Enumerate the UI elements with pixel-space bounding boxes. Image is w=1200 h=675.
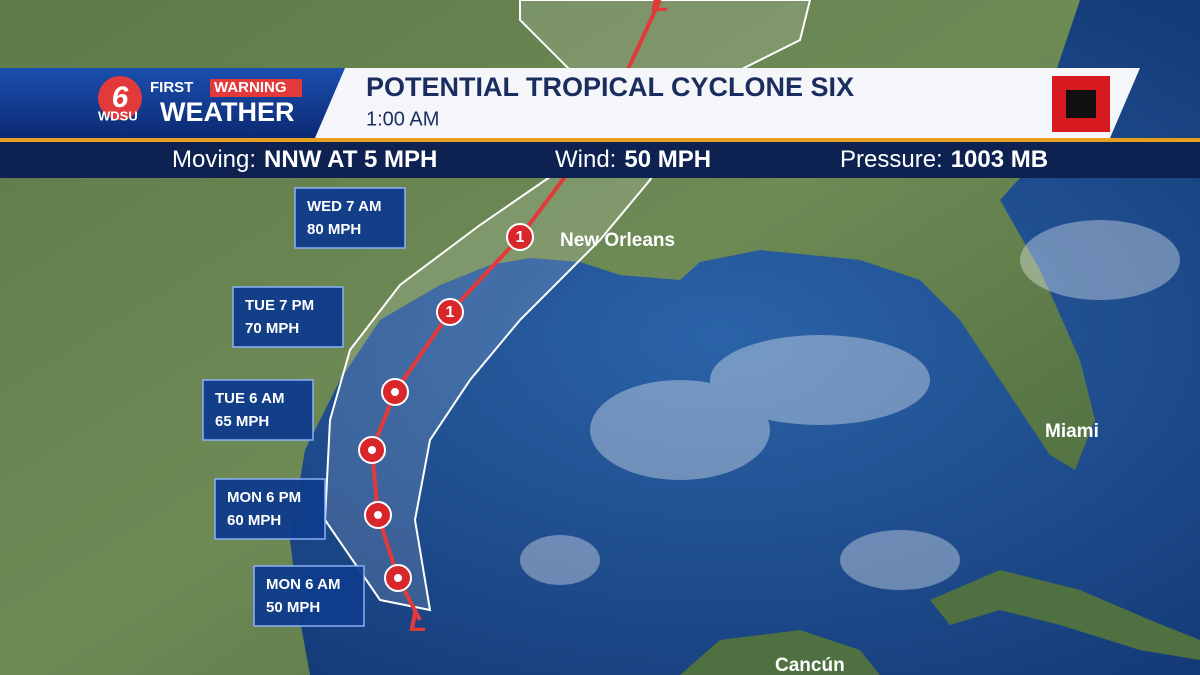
forecast-time: TUE 6 AM bbox=[215, 390, 284, 407]
forecast-wind: 70 MPH bbox=[245, 320, 299, 337]
alert-icon-inner bbox=[1066, 90, 1096, 118]
forecast-time: TUE 7 PM bbox=[245, 297, 314, 314]
stat: Wind: 50 MPH bbox=[555, 146, 711, 173]
logo-first: FIRST bbox=[150, 79, 193, 96]
city-label: Miami bbox=[1045, 421, 1099, 442]
forecast-box bbox=[253, 565, 365, 627]
forecast-box bbox=[232, 286, 344, 348]
stat-label: Wind: bbox=[555, 146, 616, 173]
forecast-wind: 65 MPH bbox=[215, 413, 269, 430]
clouds bbox=[520, 220, 1180, 590]
hurricane-category: 1 bbox=[516, 229, 525, 246]
stats-bar bbox=[0, 142, 1200, 178]
time: 1:00 AM bbox=[366, 108, 439, 130]
storm-eye bbox=[368, 446, 376, 454]
forecast-box bbox=[214, 478, 326, 540]
forecast-time: MON 6 PM bbox=[227, 489, 301, 506]
storm-eye bbox=[391, 388, 399, 396]
forecast-time: MON 6 AM bbox=[266, 576, 340, 593]
storm-eye bbox=[374, 511, 382, 519]
stat: Pressure: 1003 MB bbox=[840, 146, 1048, 173]
stat-value: NNW AT 5 MPH bbox=[264, 146, 437, 173]
city-label: Cancún bbox=[775, 655, 845, 675]
low-symbol: L bbox=[409, 605, 427, 638]
city-label: New Orleans bbox=[560, 230, 675, 251]
storm-eye bbox=[394, 574, 402, 582]
forecast-wind: 80 MPH bbox=[307, 221, 361, 238]
hurricane-icon bbox=[436, 298, 464, 326]
land bbox=[930, 570, 1200, 660]
stat-value: 50 MPH bbox=[624, 146, 711, 173]
low-symbol: L bbox=[651, 0, 669, 18]
logo-number: 6 bbox=[112, 81, 129, 114]
hurricane-icon bbox=[506, 223, 534, 251]
forecast-cone bbox=[323, 0, 812, 612]
forecast-time: WED 7 AM bbox=[307, 198, 381, 215]
logo-station: WDSU bbox=[98, 108, 138, 123]
title-bar bbox=[290, 68, 1140, 138]
land bbox=[680, 630, 880, 675]
logo-warning-bg bbox=[210, 79, 302, 97]
stat-value: 1003 MB bbox=[951, 146, 1048, 173]
logo-brand: WEATHER bbox=[160, 97, 295, 127]
stat-label: Moving: bbox=[172, 146, 256, 173]
forecast-box bbox=[294, 187, 406, 249]
divider bbox=[0, 138, 1200, 142]
stat-label: Pressure: bbox=[840, 146, 943, 173]
stat: Moving: NNW AT 5 MPH bbox=[172, 146, 437, 173]
title: POTENTIAL TROPICAL CYCLONE SIX bbox=[366, 72, 854, 102]
hurricane-category: 1 bbox=[446, 304, 455, 321]
logo-badge bbox=[98, 76, 142, 120]
forecast-wind: 60 MPH bbox=[227, 512, 281, 529]
logo-warning: WARNING bbox=[214, 79, 287, 96]
forecast-box bbox=[202, 379, 314, 441]
forecast-wind: 50 MPH bbox=[266, 599, 320, 616]
